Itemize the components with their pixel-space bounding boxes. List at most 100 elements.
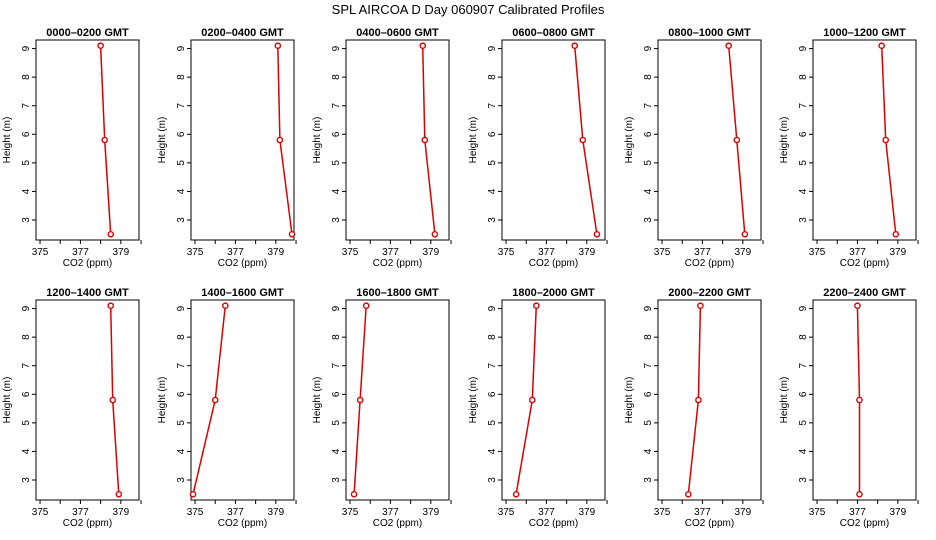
y-tick-label: 4 [21,188,32,194]
y-tick-label: 8 [798,74,809,80]
x-tick-label: 375 [654,507,671,518]
y-tick-label: 9 [643,45,654,51]
y-axis-label: Height (m) [624,377,635,424]
y-tick-label: 4 [487,188,498,194]
plot-frame [501,299,606,501]
plot-frame [35,299,140,501]
y-tick-label: 9 [176,45,187,51]
y-tick-label: 7 [21,102,32,108]
y-tick-label: 7 [21,362,32,368]
y-tick-label: 8 [643,334,654,340]
profile-panel: 1600–1800 GMT 375 377 379 3 4 5 6 7 8 9 CO2 (ppm) He… [312,287,452,529]
x-tick-label: 377 [227,507,244,518]
data-point [274,42,282,50]
y-tick-label: 4 [643,188,654,194]
y-tick-label: 5 [643,160,654,166]
profile-panel: 1200–1400 GMT 375 377 379 3 4 5 6 7 8 9 CO2 (ppm) He… [2,287,142,529]
y-tick-label: 7 [798,362,809,368]
y-tick-label: 8 [176,334,187,340]
data-point [189,490,197,498]
y-tick-label: 4 [331,448,342,454]
x-axis-label: CO2 (ppm) [529,518,578,529]
x-tick-label: 379 [267,247,284,258]
profile-panel: 1800–2000 GMT 375 377 379 3 4 5 6 7 8 9 CO2 (ppm) He… [468,287,608,529]
data-point [741,230,749,238]
plot-frame [812,299,917,501]
y-tick-label: 9 [643,305,654,311]
y-axis-label: Height (m) [2,377,13,424]
panel-title: 0200–0400 GMT [201,27,284,39]
x-axis-label: CO2 (ppm) [63,258,112,269]
data-point [419,42,427,50]
y-tick-label: 4 [798,188,809,194]
y-tick-label: 5 [21,160,32,166]
data-point [571,42,579,50]
data-point [109,396,117,404]
x-tick-label: 379 [267,507,284,518]
data-point [222,302,229,310]
y-tick-label: 4 [487,448,498,454]
y-tick-label: 8 [331,74,342,80]
x-tick-label: 377 [849,247,866,258]
data-point [697,302,704,310]
x-tick-label: 375 [498,247,515,258]
data-point [528,396,536,404]
panel-title: 0000–0200 GMT [46,27,129,39]
plot-frame [501,39,606,241]
plot-frame [35,39,140,241]
data-point [107,230,115,238]
data-point [288,230,296,238]
data-point [579,136,587,144]
panel-title: 0600–0800 GMT [512,27,595,39]
y-tick-label: 6 [798,391,809,397]
plot-frame [812,39,917,241]
y-tick-label: 3 [176,477,187,483]
data-point [856,396,863,404]
x-tick-label: 375 [654,247,671,258]
y-tick-label: 7 [331,362,342,368]
y-tick-label: 6 [643,131,654,137]
profile-panel: 0200–0400 GMT 375 377 379 3 4 5 6 7 8 9 CO2 (ppm) He… [157,27,297,269]
y-tick-label: 7 [176,362,187,368]
data-point [362,302,370,310]
y-tick-label: 4 [176,448,187,454]
data-point [684,490,692,498]
profile-panel: 2000–2200 GMT 375 377 379 3 4 5 6 7 8 9 CO2 (ppm) He… [624,287,764,529]
x-axis-label: CO2 (ppm) [685,258,734,269]
x-tick-label: 379 [578,507,595,518]
y-tick-label: 3 [643,477,654,483]
panel-title: 2000–2200 GMT [668,287,751,299]
x-tick-label: 377 [72,247,89,258]
data-point [854,302,861,310]
panel-title: 0800–1000 GMT [668,27,751,39]
x-tick-label: 375 [187,507,204,518]
x-tick-label: 377 [694,247,711,258]
y-tick-label: 8 [487,74,498,80]
y-tick-label: 6 [176,391,187,397]
y-tick-label: 3 [21,477,32,483]
panel-title: 1200–1400 GMT [46,287,129,299]
data-point [276,136,284,144]
y-tick-label: 3 [798,217,809,223]
y-axis-label: Height (m) [624,117,635,164]
y-tick-label: 5 [331,160,342,166]
y-tick-label: 6 [798,131,809,137]
plot-frame [657,39,762,241]
y-tick-label: 7 [643,102,654,108]
data-point [115,490,123,498]
x-tick-label: 375 [342,507,359,518]
y-tick-label: 8 [331,334,342,340]
y-axis-label: Height (m) [468,117,479,164]
y-tick-label: 6 [643,391,654,397]
x-tick-label: 377 [849,507,866,518]
y-tick-label: 9 [487,45,498,51]
data-point [107,302,115,310]
x-axis-label: CO2 (ppm) [218,518,267,529]
x-tick-label: 379 [889,507,906,518]
y-tick-label: 5 [331,420,342,426]
panel-title: 1400–1600 GMT [201,287,284,299]
y-tick-label: 9 [487,305,498,311]
data-point [878,42,885,50]
data-point [856,490,863,498]
x-axis-label: CO2 (ppm) [529,258,578,269]
